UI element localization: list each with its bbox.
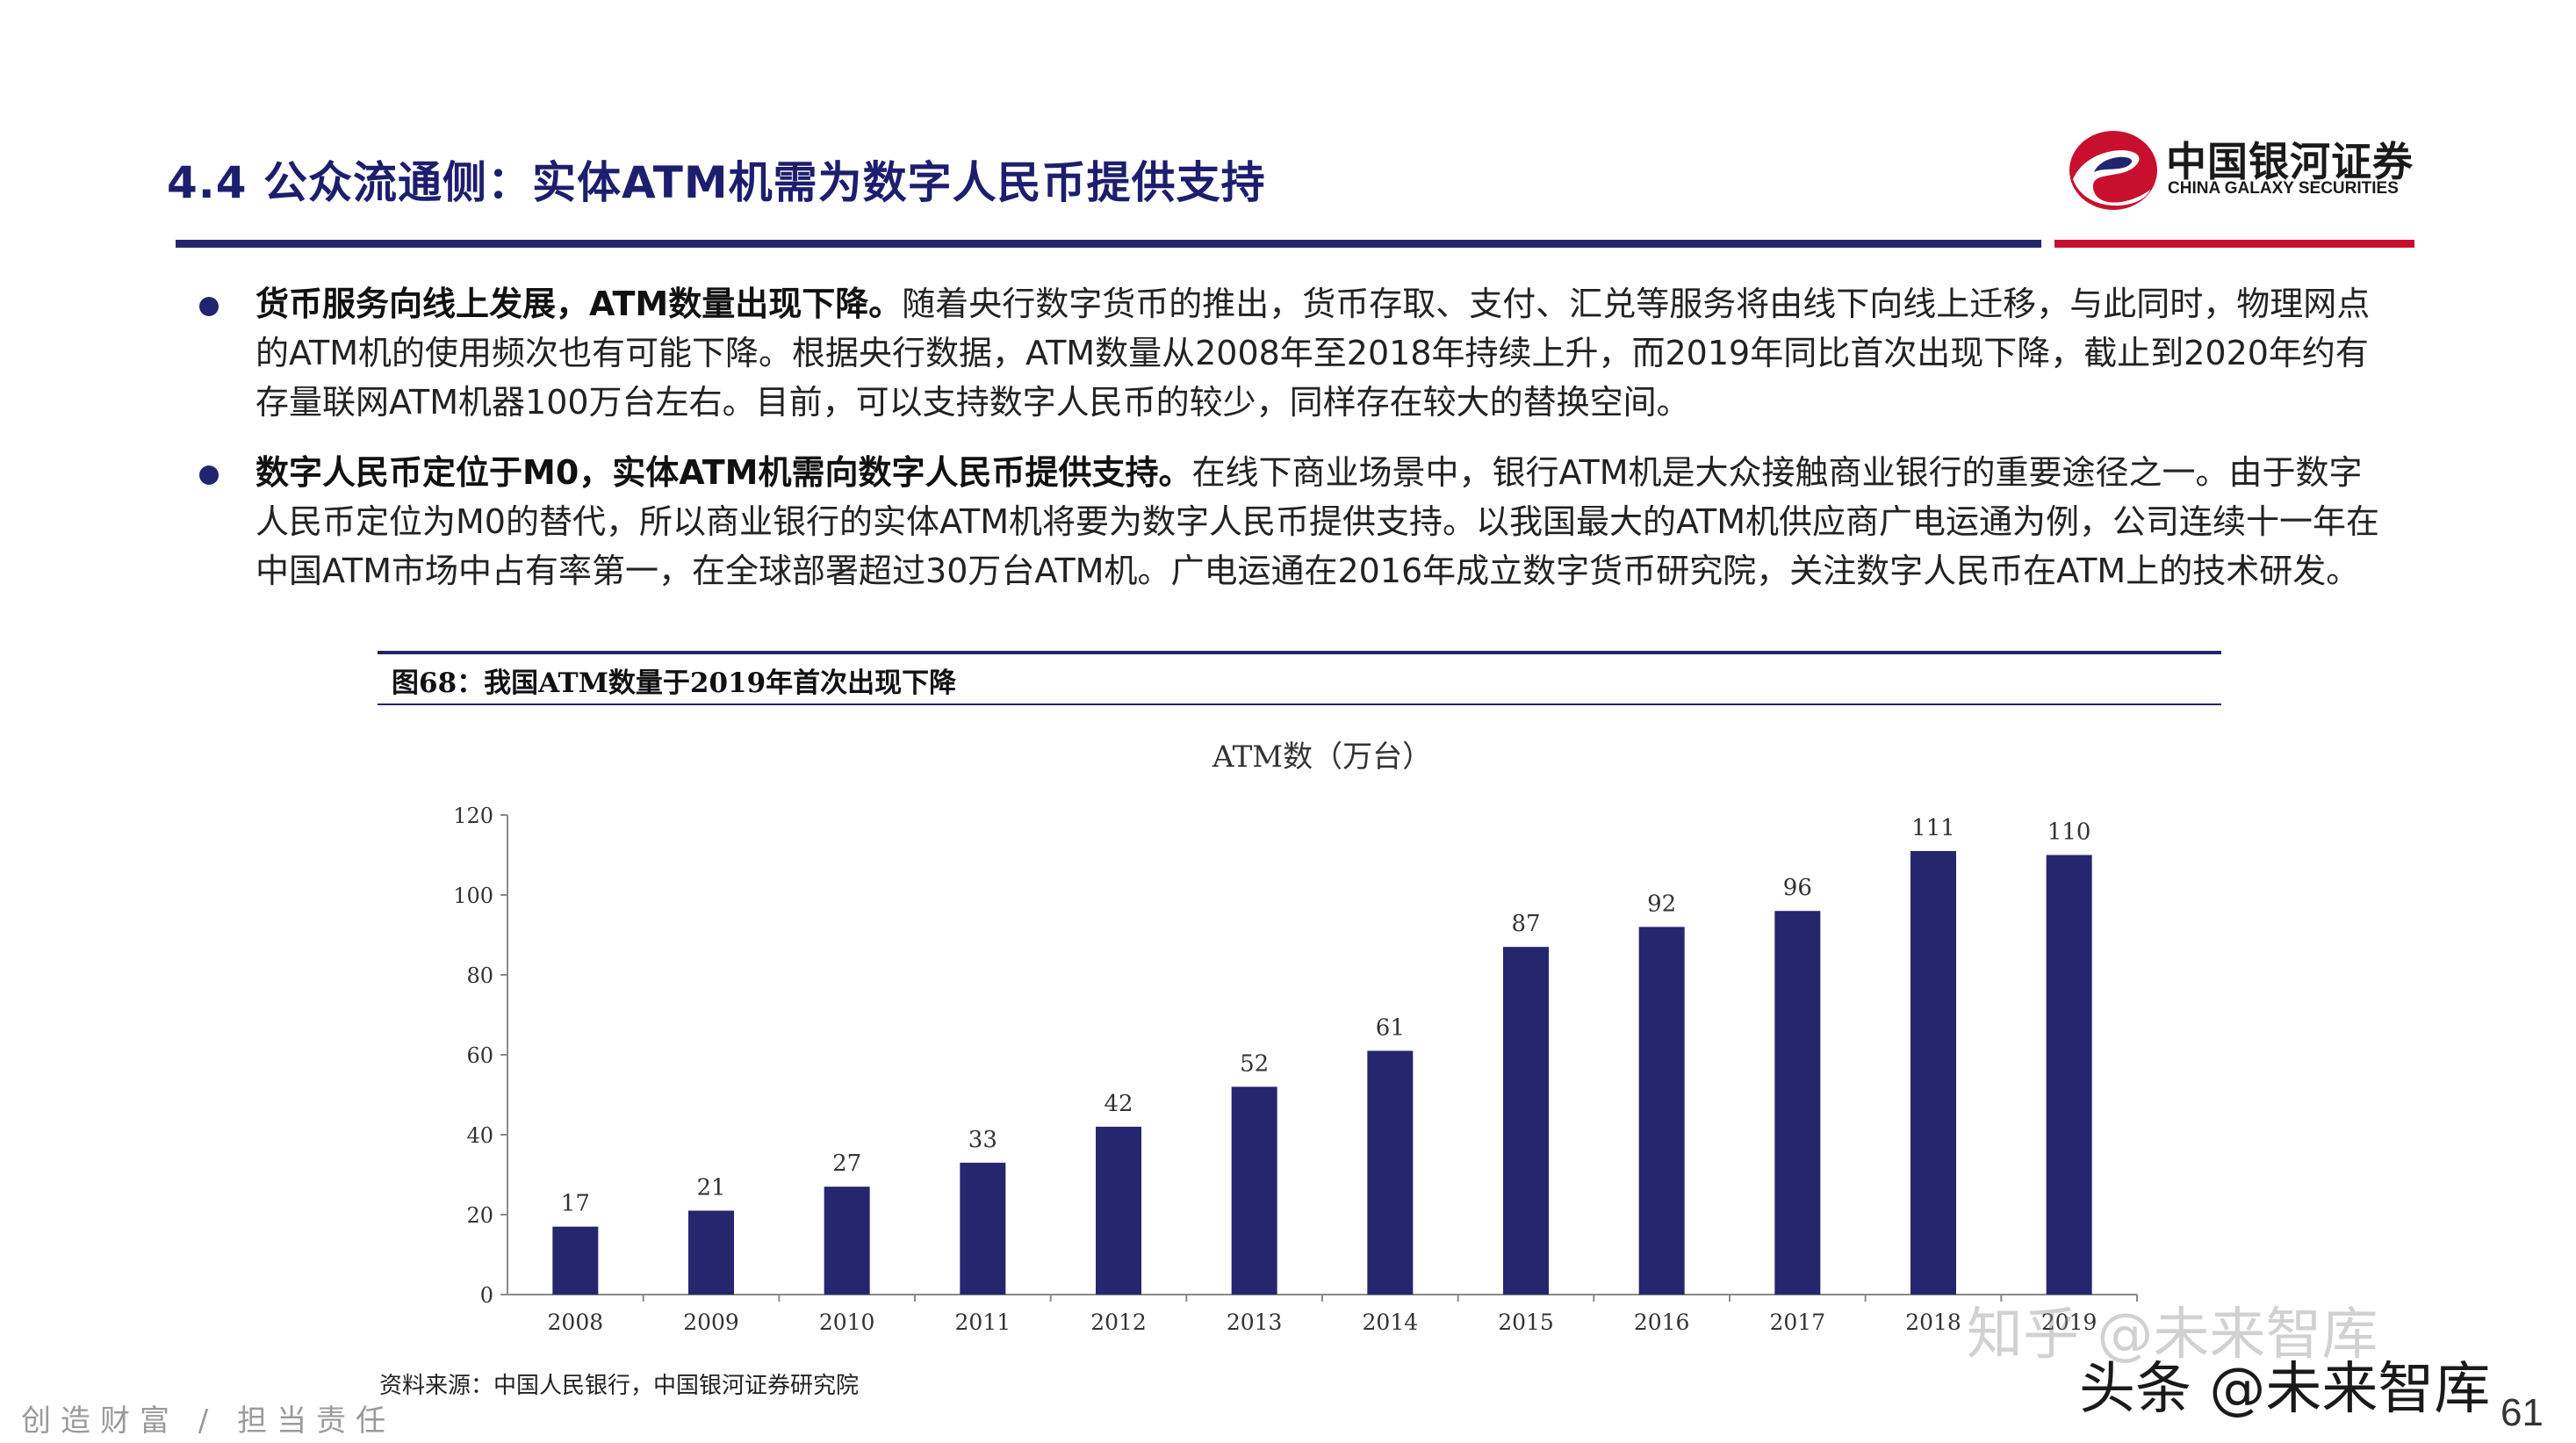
- bar: [1367, 1050, 1414, 1295]
- bullet-paragraph: 货币服务向线上发展，ATM数量出现下降。随着央行数字货币的推出，货币存取、支付、…: [255, 279, 2393, 427]
- y-tick-label: 100: [453, 884, 493, 908]
- figure-bottom-rule: [378, 703, 2221, 705]
- x-tick-label: 2009: [683, 1310, 739, 1335]
- bar: [688, 1210, 734, 1295]
- data-label: 87: [1511, 911, 1540, 937]
- figure-top-rule: [378, 651, 2221, 654]
- y-tick-label: 40: [466, 1123, 493, 1148]
- x-tick-label: 2016: [1634, 1310, 1690, 1335]
- data-label: 96: [1783, 875, 1812, 901]
- x-tick-label: 2012: [1090, 1310, 1147, 1335]
- y-tick-label: 20: [466, 1203, 493, 1228]
- bar: [1910, 850, 1956, 1295]
- bar: [1096, 1126, 1141, 1295]
- data-label: 42: [1104, 1091, 1133, 1117]
- x-tick-label: 2008: [548, 1310, 604, 1335]
- bar: [1503, 947, 1549, 1295]
- bullet-dot-icon: [199, 465, 219, 485]
- bullet-lead: 数字人民币定位于M0，实体ATM机需向数字人民币提供支持。: [255, 453, 1192, 492]
- y-tick-label: 60: [466, 1043, 493, 1068]
- x-tick-label: 2019: [2041, 1310, 2097, 1335]
- header-rule-blue: [176, 240, 2041, 248]
- x-tick-label: 2015: [1498, 1310, 1554, 1335]
- toutiao-watermark: 头条 @未来智库: [2079, 1357, 2491, 1422]
- bullet-dot-icon: [199, 297, 219, 316]
- slide-title: 4.4 公众流通侧：实体ATM机需为数字人民币提供支持: [167, 157, 1266, 208]
- data-label: 61: [1376, 1014, 1405, 1041]
- bullet-item: 货币服务向线上发展，ATM数量出现下降。随着央行数字货币的推出，货币存取、支付、…: [198, 279, 2393, 427]
- company-logo: 中国银河证券 CHINA GALAXY SECURITIES: [2068, 121, 2419, 218]
- y-tick-label: 0: [480, 1283, 493, 1308]
- bar: [824, 1187, 870, 1295]
- bullet-body: 在线下商业场景中，银行ATM机是大众接触商业银行的重要途径之一。由于数字人民币定…: [255, 453, 2380, 590]
- bullet-list: 货币服务向线上发展，ATM数量出现下降。随着央行数字货币的推出，货币存取、支付、…: [198, 279, 2393, 617]
- chart-title: ATM数（万台）: [1212, 740, 1432, 775]
- x-tick-label: 2010: [819, 1310, 875, 1335]
- y-tick-label: 80: [466, 963, 493, 988]
- data-label: 110: [2047, 819, 2091, 846]
- header-rule-red: [2054, 240, 2414, 248]
- zhihu-watermark: 知乎 @未来智库: [1967, 1302, 2378, 1367]
- footer-slogan: 创造财富 / 担当责任: [21, 1403, 396, 1439]
- x-tick-label: 2018: [1905, 1310, 1961, 1335]
- figure-source: 资料来源：中国人民银行，中国银河证券研究院: [379, 1373, 860, 1399]
- x-tick-label: 2017: [1770, 1310, 1826, 1335]
- bullet-paragraph: 数字人民币定位于M0，实体ATM机需向数字人民币提供支持。在线下商业场景中，银行…: [255, 448, 2393, 595]
- data-label: 92: [1647, 891, 1676, 917]
- bar: [1638, 927, 1685, 1295]
- bullet-item: 数字人民币定位于M0，实体ATM机需向数字人民币提供支持。在线下商业场景中，银行…: [198, 448, 2393, 595]
- x-tick-label: 2014: [1363, 1310, 1419, 1335]
- data-label: 52: [1240, 1050, 1269, 1077]
- bar: [552, 1226, 599, 1295]
- data-label: 33: [968, 1127, 997, 1153]
- logo-chinese-name: 中国银河证券: [2166, 138, 2414, 185]
- data-label: 111: [1911, 815, 1955, 841]
- bar: [1231, 1086, 1277, 1295]
- bullet-lead: 货币服务向线上发展，ATM数量出现下降。: [255, 285, 903, 323]
- data-label: 17: [561, 1191, 590, 1217]
- galaxy-swirl-icon: [2069, 131, 2157, 210]
- data-label: 27: [832, 1151, 861, 1177]
- atm-bar-chart: ATM数（万台） 0 20 40 60 80 100 120 17 2008 21 2009 27 201…: [453, 740, 2138, 1335]
- x-tick-label: 2013: [1227, 1310, 1283, 1335]
- bar: [960, 1162, 1006, 1295]
- bar: [2046, 855, 2092, 1295]
- logo-english-name: CHINA GALAXY SECURITIES: [2168, 179, 2399, 198]
- figure-caption: 图68：我国ATM数量于2019年首次出现下降: [392, 667, 957, 699]
- bar: [1774, 911, 1821, 1295]
- page-number: 61: [2500, 1391, 2544, 1434]
- x-tick-label: 2011: [955, 1310, 1011, 1335]
- bullet-body: 随着央行数字货币的推出，货币存取、支付、汇兑等服务将由线下向线上迁移，与此同时，…: [255, 285, 2371, 422]
- data-label: 21: [696, 1174, 725, 1201]
- y-tick-label: 120: [453, 804, 493, 828]
